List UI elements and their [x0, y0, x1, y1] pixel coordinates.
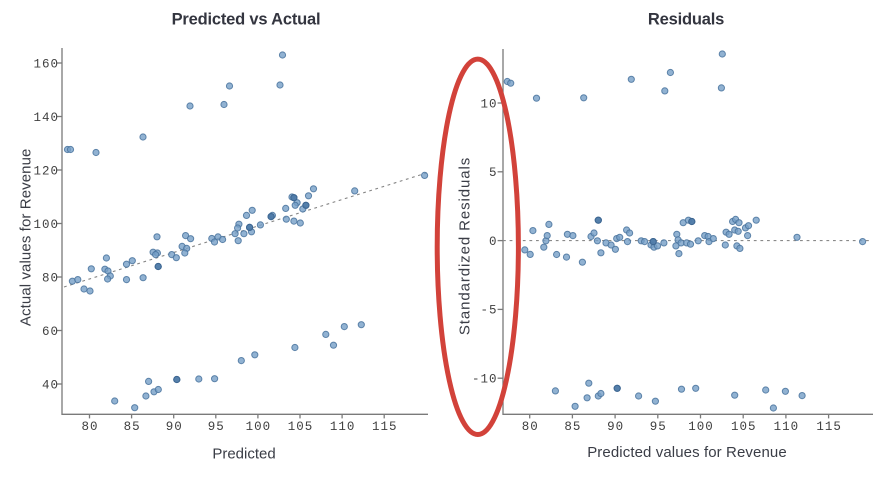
svg-text:40: 40 [42, 378, 59, 392]
svg-text:10: 10 [480, 97, 497, 111]
svg-text:140: 140 [33, 111, 59, 125]
svg-text:-10: -10 [472, 373, 498, 387]
svg-text:95: 95 [650, 420, 667, 434]
svg-text:90: 90 [607, 420, 624, 434]
svg-text:Residuals: Residuals [648, 11, 724, 29]
svg-text:80: 80 [42, 271, 59, 285]
svg-text:-5: -5 [480, 304, 497, 318]
svg-text:100: 100 [688, 420, 714, 434]
svg-text:110: 110 [330, 420, 356, 434]
svg-text:60: 60 [42, 325, 59, 339]
svg-text:90: 90 [166, 420, 183, 434]
svg-text:Actual values for Revenue: Actual values for Revenue [17, 148, 34, 326]
svg-text:120: 120 [33, 164, 59, 178]
svg-text:Predicted: Predicted [212, 445, 275, 462]
svg-text:115: 115 [372, 420, 398, 434]
svg-text:Standardized Residuals: Standardized Residuals [457, 157, 474, 335]
svg-text:80: 80 [81, 420, 98, 434]
svg-text:105: 105 [731, 420, 757, 434]
svg-text:Predicted values for Revenue: Predicted values for Revenue [587, 444, 787, 461]
svg-text:0: 0 [489, 235, 498, 249]
svg-text:80: 80 [522, 420, 539, 434]
svg-text:115: 115 [816, 420, 842, 434]
svg-text:110: 110 [774, 420, 800, 434]
svg-text:100: 100 [33, 218, 59, 232]
svg-text:160: 160 [33, 57, 59, 71]
svg-text:Predicted vs Actual: Predicted vs Actual [172, 11, 321, 29]
svg-text:105: 105 [288, 420, 314, 434]
svg-text:95: 95 [208, 420, 225, 434]
svg-text:85: 85 [564, 420, 581, 434]
svg-text:85: 85 [124, 420, 141, 434]
svg-text:5: 5 [489, 166, 498, 180]
svg-text:100: 100 [246, 420, 272, 434]
